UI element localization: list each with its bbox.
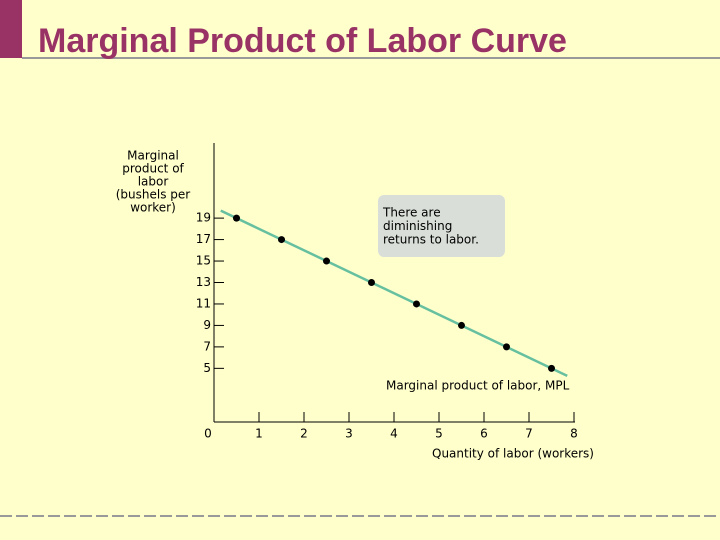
data-point	[503, 343, 510, 351]
y-axis-label: product of	[122, 162, 184, 176]
y-tick-label: 17	[196, 232, 211, 246]
data-point	[278, 236, 285, 244]
x-tick-label: 7	[525, 427, 533, 441]
y-tick-label: 5	[203, 361, 211, 375]
y-tick-label: 13	[196, 275, 211, 289]
x-tick-label: 3	[345, 427, 353, 441]
curve-label: Marginal product of labor, MPL	[386, 379, 570, 393]
y-tick-label: 7	[203, 339, 211, 353]
x-tick-label: 5	[435, 427, 443, 441]
data-point	[548, 364, 555, 372]
y-tick-label: 9	[203, 318, 211, 332]
y-tick-label: 15	[196, 254, 211, 268]
y-axis-label: Marginal	[127, 149, 179, 163]
data-point	[458, 321, 465, 329]
data-point	[233, 214, 240, 222]
accent-bar	[0, 0, 22, 58]
y-axis-label: (bushels per	[116, 188, 191, 202]
x-tick-label: 4	[390, 427, 398, 441]
y-axis-label: labor	[138, 175, 169, 189]
x-axis-label: Quantity of labor (workers)	[432, 447, 594, 461]
annotation: There are	[382, 206, 441, 220]
x-tick-label: 0	[204, 427, 212, 441]
data-point	[368, 279, 375, 286]
slide-title: Marginal Product of Labor Curve	[38, 22, 567, 60]
x-tick-label: 1	[255, 427, 263, 441]
annotation: diminishing	[383, 219, 452, 233]
x-tick-label: 2	[300, 427, 308, 441]
y-tick-label: 19	[196, 211, 211, 225]
y-tick-label: 11	[196, 296, 211, 310]
annotation: returns to labor.	[383, 233, 479, 247]
x-tick-label: 6	[480, 427, 488, 441]
data-point	[323, 257, 330, 265]
annotation-box	[378, 195, 505, 257]
data-point	[413, 300, 420, 308]
y-axis-label: worker)	[130, 201, 176, 215]
x-tick-label: 8	[570, 427, 578, 441]
